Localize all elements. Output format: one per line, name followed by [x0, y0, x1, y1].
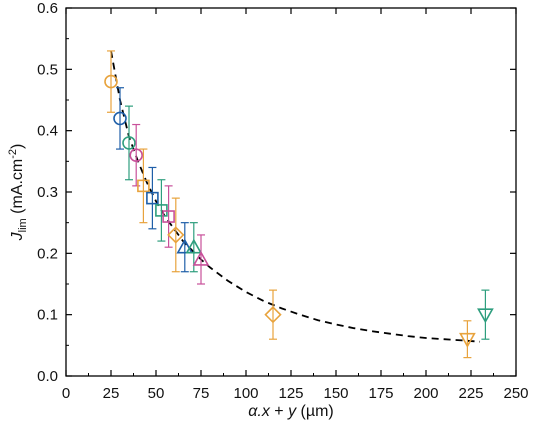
x-tick-label: 225 — [458, 385, 483, 402]
x-axis-title-op: + — [270, 403, 288, 420]
x-tick-label: 75 — [193, 385, 210, 402]
x-tick-label: 150 — [323, 385, 348, 402]
y-tick-label: 0.0 — [37, 368, 58, 385]
y-tick-label: 0.5 — [37, 61, 58, 78]
data-points-layer — [104, 50, 494, 359]
x-tick-label: 25 — [103, 385, 120, 402]
data-point-circle — [113, 111, 127, 126]
y-axis-title-main: J — [9, 231, 26, 241]
x-axis-title-unit: (µm) — [296, 403, 334, 420]
y-axis-title-sub: lim — [17, 218, 29, 232]
data-point-triangle-down — [459, 332, 476, 348]
x-tick-label: 100 — [233, 385, 258, 402]
data-point-square — [137, 179, 150, 193]
y-tick-label: 0.3 — [37, 184, 58, 201]
data-point-circle — [104, 74, 118, 89]
y-tick-label: 0.1 — [37, 307, 58, 324]
plot-frame — [65, 7, 517, 377]
x-axis-title-var1: α.x — [248, 403, 271, 420]
fit-curve-layer — [110, 50, 481, 343]
x-axis-title: α.x + y (µm) — [248, 403, 333, 420]
axis-ticks-layer: 0 25 50 75 100 125 150 175 200 225 250 0.0 0.1 0.2 0.3… — [37, 0, 528, 402]
x-axis-title-var2: y — [287, 403, 297, 420]
x-tick-label: 50 — [148, 385, 165, 402]
fit-curve — [110, 50, 481, 343]
x-tick-label: 250 — [503, 385, 528, 402]
y-axis-title-close: ) — [9, 144, 26, 149]
y-axis-title-sup: -2 — [7, 149, 19, 159]
y-tick-label: 0.2 — [37, 245, 58, 262]
y-axis-title-unit: (mA.cm — [9, 159, 26, 219]
data-point-triangle-down — [477, 308, 494, 324]
x-tick-label: 125 — [278, 385, 303, 402]
data-point-circle — [122, 136, 136, 150]
data-point-circle — [129, 148, 143, 162]
data-point-triangle-up — [176, 238, 194, 254]
x-tick-label: 0 — [62, 385, 70, 402]
y-tick-label: 0.6 — [37, 0, 58, 17]
data-point-diamond — [264, 306, 282, 324]
data-point-square — [146, 191, 159, 205]
y-axis-title: Jlim (mA.cm-2) — [7, 144, 29, 242]
data-point-triangle-up — [192, 250, 210, 266]
data-point-square — [162, 210, 175, 223]
x-tick-label: 200 — [413, 385, 438, 402]
data-point-diamond — [167, 226, 185, 244]
y-tick-label: 0.4 — [37, 123, 58, 140]
x-tick-label: 175 — [368, 385, 393, 402]
data-point-triangle-up — [185, 238, 203, 254]
